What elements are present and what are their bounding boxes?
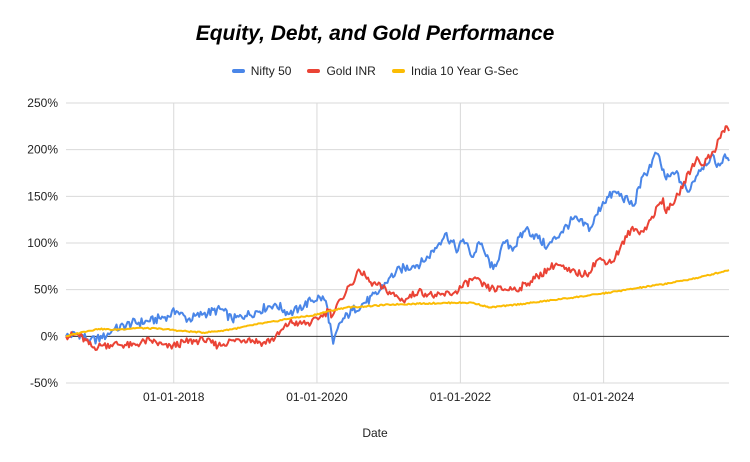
legend-item-nifty-50: Nifty 50 [231, 64, 292, 78]
y-tick-label: 150% [27, 189, 58, 203]
legend-swatch-gold-inr [307, 69, 321, 73]
y-tick-label: 200% [27, 143, 58, 157]
x-tick-label: 01-01-2018 [143, 390, 205, 404]
legend-swatch-nifty-50 [231, 69, 245, 73]
y-tick-label: 0% [41, 329, 59, 343]
y-tick-label: 100% [27, 236, 58, 250]
series-line-nifty-50 [65, 151, 730, 345]
y-tick-label: -50% [30, 376, 58, 390]
series-line-india-10-year-g-sec [65, 269, 730, 338]
legend-item-gold-inr: Gold INR [307, 64, 376, 78]
legend-item-gsec: India 10 Year G-Sec [391, 64, 519, 78]
legend-swatch-gsec [391, 69, 405, 73]
x-tick-label: 01-01-2020 [286, 390, 348, 404]
legend: Nifty 50 Gold INR India 10 Year G-Sec [0, 64, 750, 78]
legend-label-gsec: India 10 Year G-Sec [410, 64, 519, 78]
chart-title: Equity, Debt, and Gold Performance [195, 22, 555, 45]
legend-label-gold-inr: Gold INR [326, 64, 376, 78]
y-tick-label: 250% [27, 96, 58, 110]
legend-label-nifty-50: Nifty 50 [250, 64, 292, 78]
series-line-gold-inr [65, 125, 730, 351]
x-tick-label: 01-01-2024 [573, 390, 635, 404]
x-axis-title: Date [362, 426, 388, 440]
y-tick-label: 50% [34, 283, 58, 297]
x-tick-label: 01-01-2022 [430, 390, 492, 404]
